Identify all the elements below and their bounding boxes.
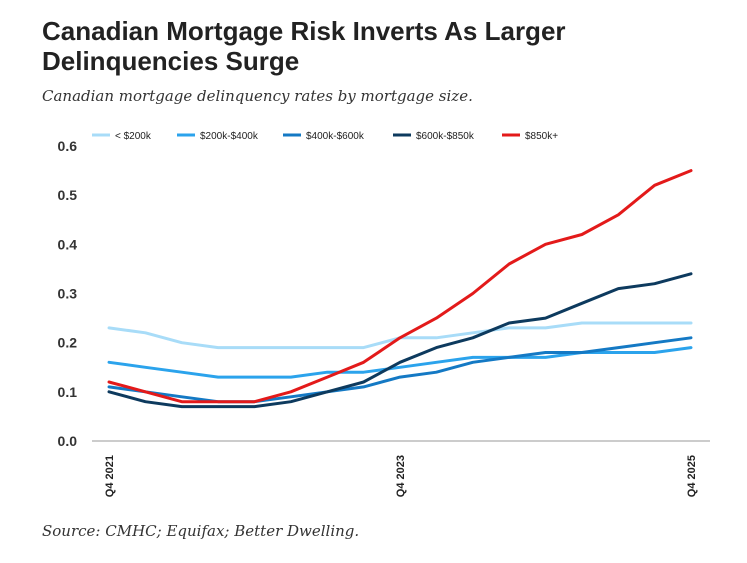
legend: < $200k $200k-$400k $400k-$600k $600k-$850k…: [92, 131, 558, 142]
source-note: Source: CMHC; Equifax; Better Dwelling.: [42, 522, 360, 540]
legend-label: $400k-$600k: [306, 131, 365, 142]
y-tick-label: 0.4: [58, 236, 78, 252]
series-line: [107, 336, 693, 404]
legend-label: < $200k: [115, 131, 152, 142]
legend-label: $850k+: [525, 131, 558, 142]
series-line: [107, 272, 693, 409]
x-axis: Q4 2021 Q4 2023 Q4 2025: [104, 455, 698, 497]
y-tick-label: 0.6: [58, 138, 78, 154]
y-tick-label: 0.2: [58, 335, 78, 351]
series-line: [107, 346, 693, 379]
x-tick-label: Q4 2021: [104, 455, 116, 497]
chart-subtitle: Canadian mortgage delinquency rates by m…: [42, 87, 473, 105]
y-tick-label: 0.5: [58, 187, 78, 203]
series-lines: [107, 169, 693, 409]
x-tick-label: Q4 2025: [686, 455, 698, 497]
legend-label: $600k-$850k: [416, 131, 475, 142]
chart-title: Canadian Mortgage Risk Inverts As Larger…: [42, 16, 566, 76]
x-tick-label: Q4 2023: [395, 455, 407, 497]
y-tick-label: 0.1: [58, 384, 78, 400]
y-tick-label: 0.3: [58, 286, 78, 302]
series-line: [107, 321, 693, 350]
y-axis: 0.0 0.1 0.2 0.3 0.4 0.5 0.6: [58, 138, 78, 449]
y-tick-label: 0.0: [58, 433, 78, 449]
series-line: [107, 169, 693, 404]
legend-label: $200k-$400k: [200, 131, 259, 142]
